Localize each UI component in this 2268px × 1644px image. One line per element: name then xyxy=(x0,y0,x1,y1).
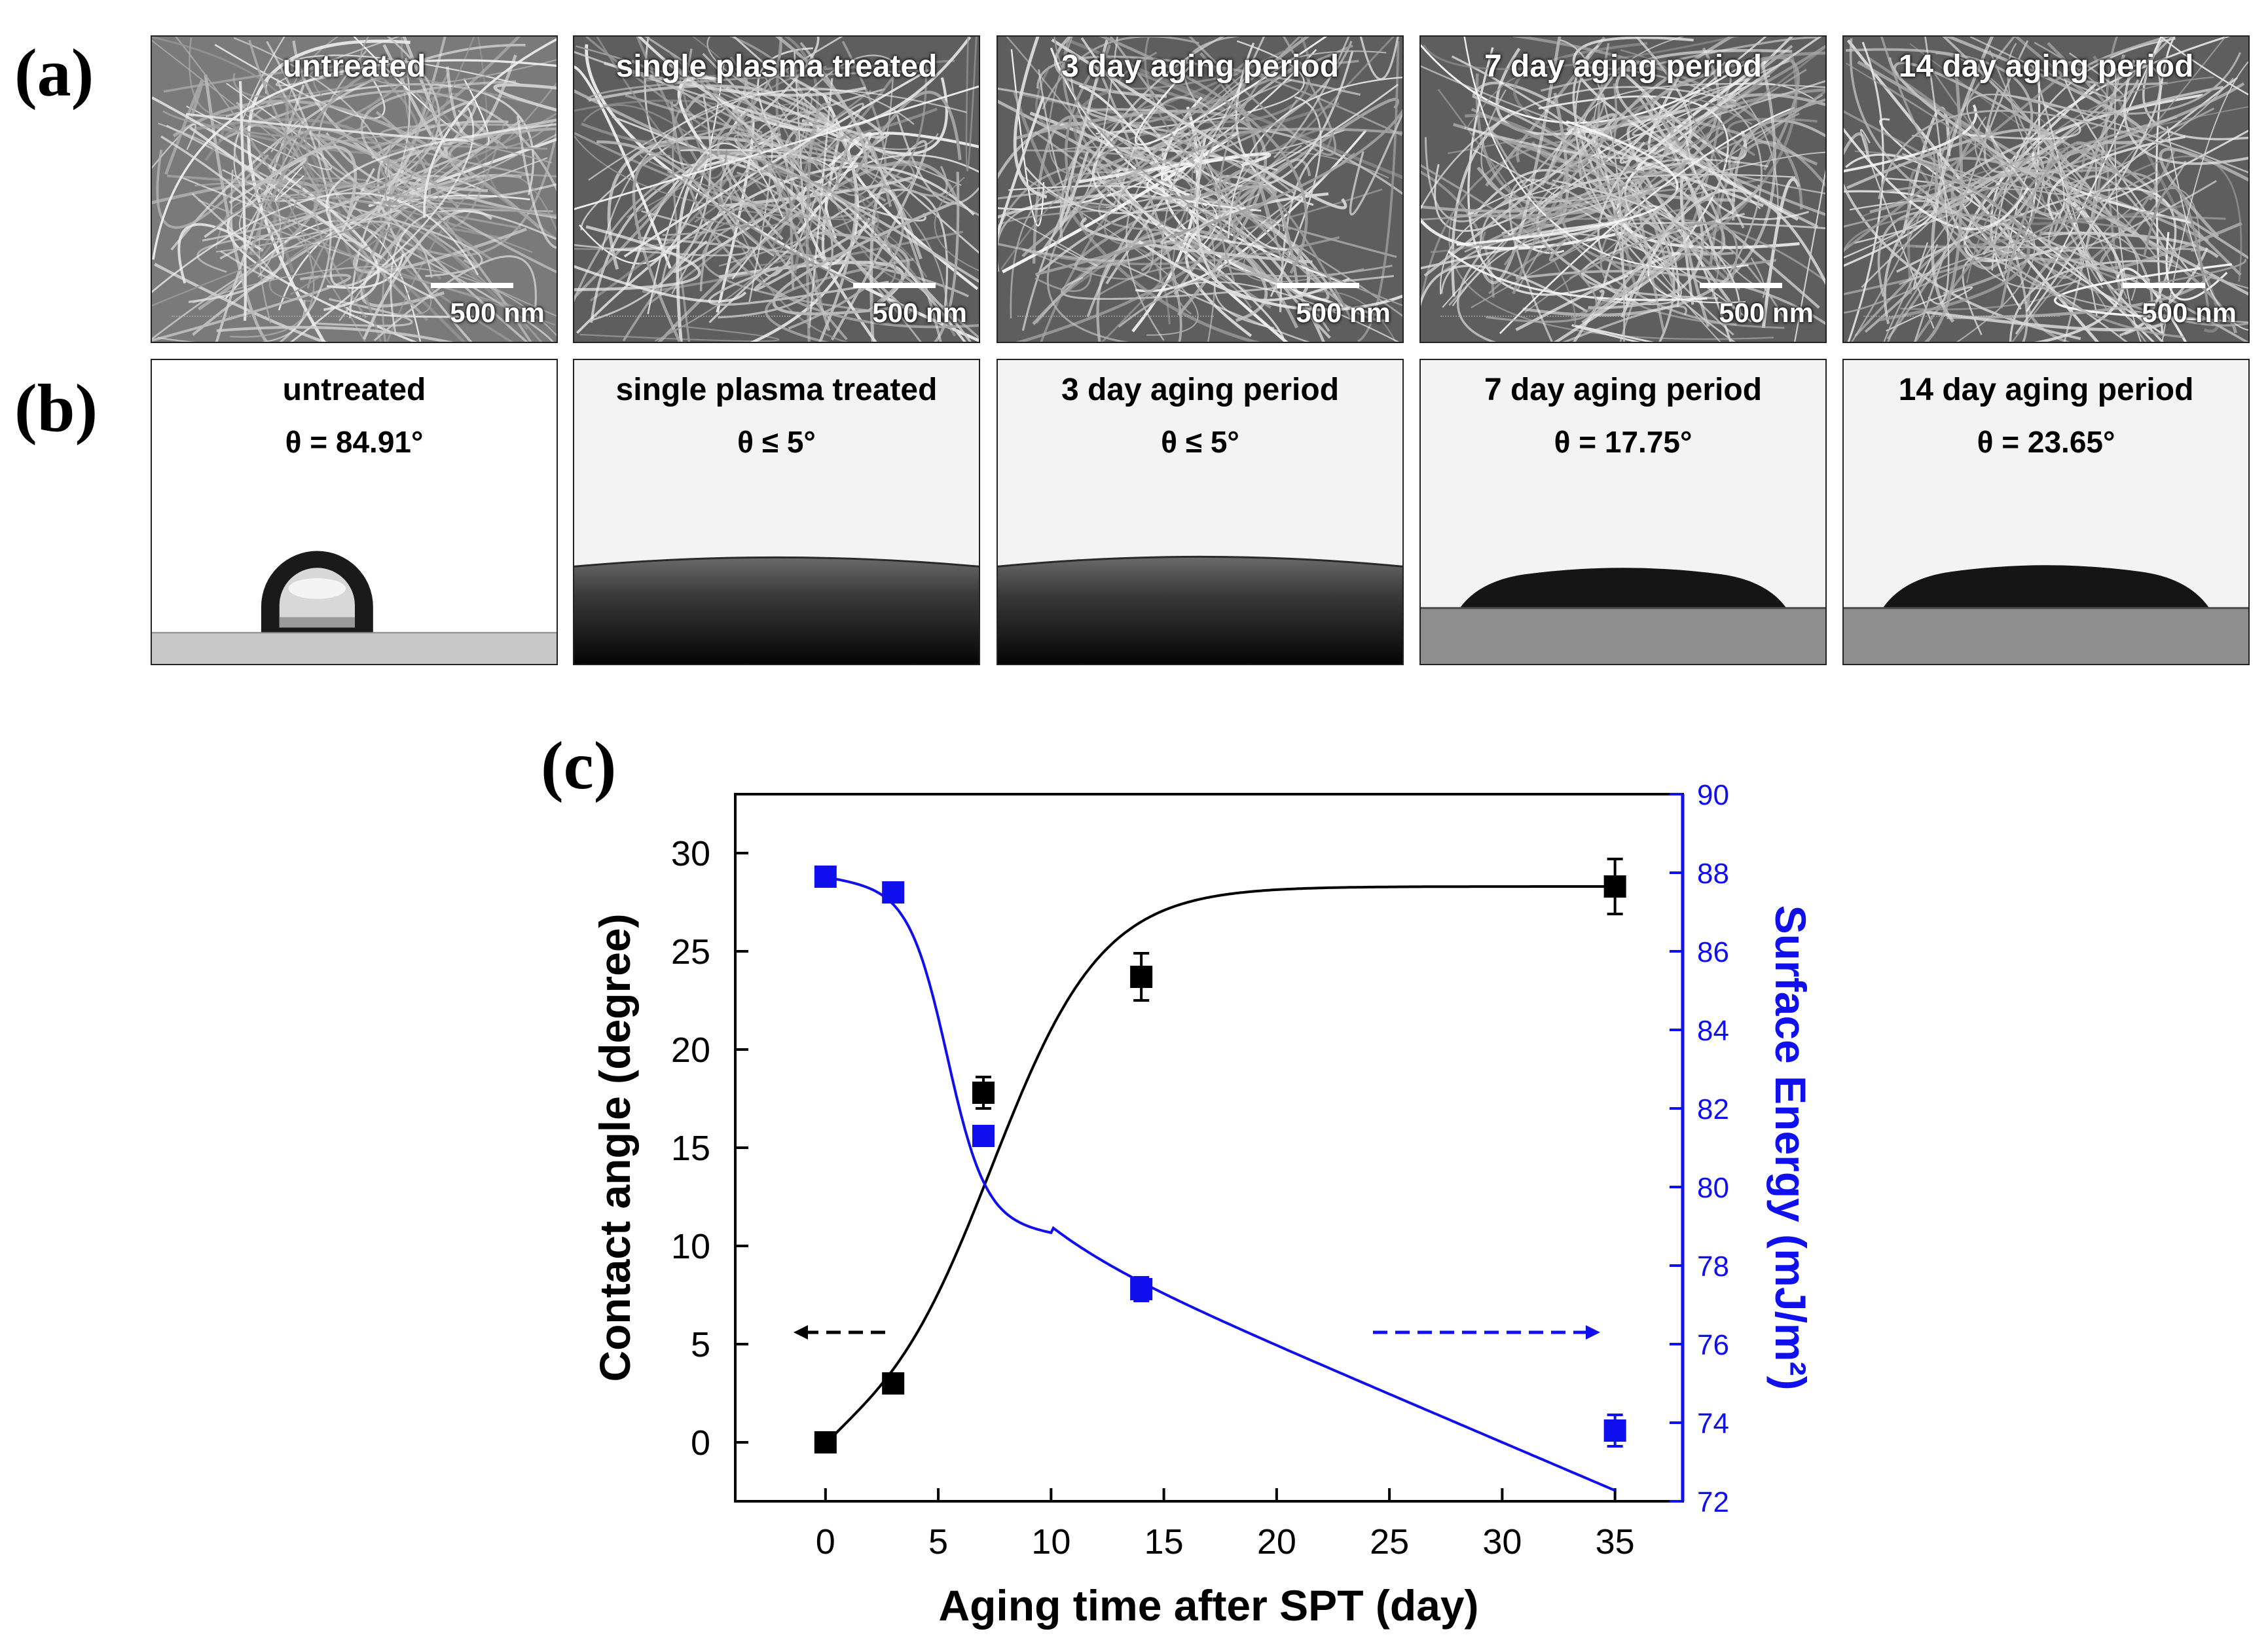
droplet-profile xyxy=(998,555,1402,664)
scale-bar-label: 500 nm xyxy=(1296,297,1391,328)
x-tick-label: 30 xyxy=(1482,1522,1522,1562)
droplet-image-14-day-aging: 14 day aging period θ = 23.65° xyxy=(1842,359,2250,665)
sem-fiber-texture xyxy=(574,37,979,342)
x-tick-label: 35 xyxy=(1596,1522,1635,1562)
right-y-tick-label: 82 xyxy=(1697,1093,1729,1125)
panel-label-c: (c) xyxy=(541,728,617,803)
left-axis-arrow xyxy=(794,1325,885,1340)
sem-fiber-texture xyxy=(1844,37,2248,342)
x-tick-label: 10 xyxy=(1031,1522,1070,1562)
contact-angle-value: θ ≤ 5° xyxy=(1161,425,1239,459)
sem-image-single-plasma-treated: single plasma treated 500 nm xyxy=(573,35,980,343)
contact-angle-data-point xyxy=(882,1372,905,1395)
right-y-tick-label: 84 xyxy=(1697,1015,1729,1047)
sem-image-title: single plasma treated xyxy=(615,49,938,84)
surface-energy-data-point xyxy=(1603,1419,1626,1442)
droplet-image-7-day-aging: 7 day aging period θ = 17.75° xyxy=(1419,359,1827,665)
sem-image-title: 3 day aging period xyxy=(1061,49,1340,84)
sem-fiber-texture xyxy=(152,37,557,342)
scale-bar-label: 500 nm xyxy=(2142,297,2237,328)
droplet-profile xyxy=(152,551,557,664)
scale-bar xyxy=(1700,283,1782,288)
left-y-tick-label: 20 xyxy=(671,1031,710,1070)
sem-image-untreated: untreated 500 nm xyxy=(151,35,558,343)
droplet-image-title: single plasma treated xyxy=(615,373,938,407)
plot-frame xyxy=(734,793,1684,1503)
right-y-tick-label: 86 xyxy=(1697,936,1729,968)
right-y-tick-label: 72 xyxy=(1697,1486,1729,1518)
contact-angle-value: θ ≤ 5° xyxy=(737,425,816,459)
x-tick-label: 20 xyxy=(1257,1522,1296,1562)
x-axis-label: Aging time after SPT (day) xyxy=(938,1581,1478,1630)
contact-angle-data-point xyxy=(814,1431,837,1453)
left-y-tick-label: 15 xyxy=(671,1129,710,1168)
right-axis-label: Surface Energy (mJ/m²) xyxy=(1766,905,1815,1391)
sem-image-14-day-aging: 14 day aging period 500 nm xyxy=(1842,35,2250,343)
sem-fiber-texture xyxy=(998,37,1402,342)
sem-image-7-day-aging: 7 day aging period 500 nm xyxy=(1419,35,1827,343)
surface-energy-data-point xyxy=(882,881,905,904)
scale-bar-label: 500 nm xyxy=(450,297,545,328)
droplet-image-untreated: untreated θ = 84.91° xyxy=(151,359,558,665)
right-y-tick-label: 90 xyxy=(1697,779,1729,811)
panel-label-b: (b) xyxy=(14,371,98,446)
x-tick-label: 15 xyxy=(1144,1522,1184,1562)
scale-bar xyxy=(1277,283,1359,288)
surface-energy-data-point xyxy=(1130,1278,1153,1300)
droplet-profile xyxy=(574,556,979,664)
sem-metadata-strip xyxy=(1017,316,1214,322)
sem-fiber-texture xyxy=(1421,37,1825,342)
x-tick-label: 0 xyxy=(816,1522,835,1562)
contact-angle-fit-curve xyxy=(825,885,1615,1444)
droplet-image-title: 3 day aging period xyxy=(1061,373,1340,407)
contact-angle-data-point xyxy=(972,1082,995,1104)
droplet-image-3-day-aging: 3 day aging period θ ≤ 5° xyxy=(997,359,1404,665)
droplet-profile xyxy=(1844,565,2248,664)
scale-bar xyxy=(431,283,513,288)
contact-angle-value: θ = 23.65° xyxy=(1977,425,2115,459)
surface-energy-data-point xyxy=(814,866,837,888)
right-y-tick-label: 80 xyxy=(1697,1172,1729,1204)
contact-angle-value: θ = 84.91° xyxy=(285,425,424,459)
droplet-image-title: untreated xyxy=(282,373,426,407)
sem-image-title: 7 day aging period xyxy=(1484,49,1763,84)
droplet-image-single-plasma-treated: single plasma treated θ ≤ 5° xyxy=(573,359,980,665)
sem-metadata-strip xyxy=(1440,316,1637,322)
surface-energy-fit-curve xyxy=(825,875,1616,1492)
sem-image-title: 14 day aging period xyxy=(1898,49,2194,84)
droplet-profile xyxy=(1421,568,1825,664)
scale-bar-label: 500 nm xyxy=(1719,297,1814,328)
sem-image-3-day-aging: 3 day aging period 500 nm xyxy=(997,35,1404,343)
left-y-tick-label: 0 xyxy=(691,1423,710,1463)
droplet-image-title: 14 day aging period xyxy=(1898,373,2194,407)
contact-angle-data-point xyxy=(1130,966,1153,988)
right-axis-arrow xyxy=(1373,1325,1600,1340)
contact-angle-data-point xyxy=(1603,875,1626,898)
contact-angle-value: θ = 17.75° xyxy=(1554,425,1692,459)
scale-bar xyxy=(2123,283,2205,288)
panel-label-a: (a) xyxy=(14,35,94,111)
left-axis-label: Contact angle (degree) xyxy=(591,913,639,1381)
droplet-image-title: 7 day aging period xyxy=(1484,373,1763,407)
right-y-tick-label: 76 xyxy=(1697,1329,1729,1361)
right-y-tick-label: 74 xyxy=(1697,1408,1729,1440)
x-tick-label: 5 xyxy=(928,1522,948,1562)
left-y-tick-label: 30 xyxy=(671,834,710,873)
scale-bar-label: 500 nm xyxy=(872,297,967,328)
sem-metadata-strip xyxy=(1863,316,2060,322)
left-y-tick-label: 5 xyxy=(691,1325,710,1364)
sem-metadata-strip xyxy=(594,316,790,322)
surface-energy-data-point xyxy=(972,1125,995,1147)
scale-bar xyxy=(853,283,936,288)
right-y-tick-label: 88 xyxy=(1697,858,1729,890)
sem-image-title: untreated xyxy=(282,49,426,84)
right-y-tick-label: 78 xyxy=(1697,1251,1729,1283)
sem-metadata-strip xyxy=(172,316,368,322)
x-tick-label: 25 xyxy=(1370,1522,1409,1562)
left-y-tick-label: 25 xyxy=(671,932,710,972)
left-y-tick-label: 10 xyxy=(671,1227,710,1266)
